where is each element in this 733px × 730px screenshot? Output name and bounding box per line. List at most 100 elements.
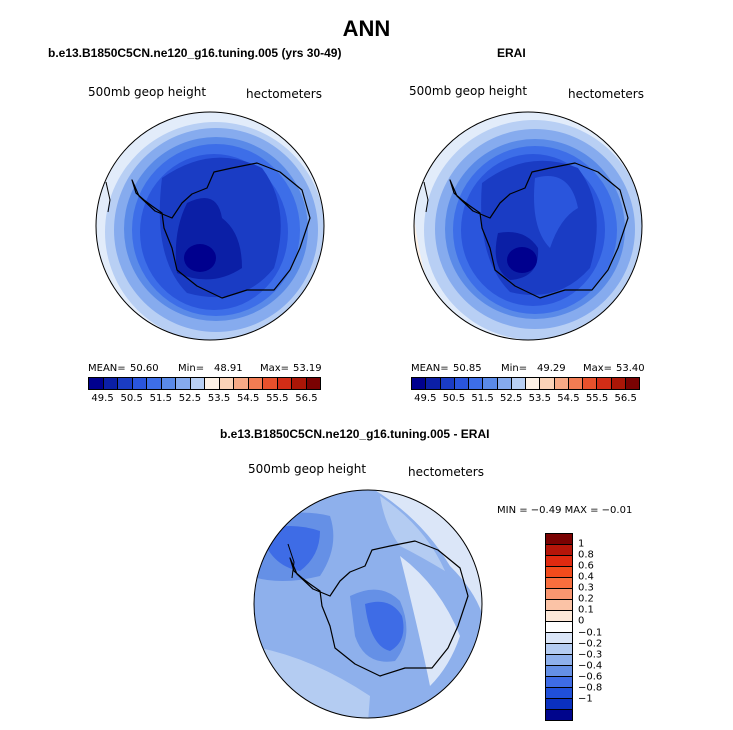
panel2-mean-label: MEAN=: [411, 363, 449, 374]
panel2-colorbar-swatch: [454, 378, 469, 389]
panel2-units-label: hectometers: [568, 87, 644, 101]
panel2-colorbar-swatch: [526, 378, 541, 389]
diff-colorbar-swatch: [546, 578, 572, 589]
panel1-variable-label: 500mb geop height: [88, 85, 207, 99]
panel1-colorbar-swatch: [263, 378, 278, 389]
panel2-min-label: Min=: [501, 363, 528, 374]
panel1-colorbar-swatch: [176, 378, 191, 389]
panel1-colorbar-swatch: [306, 378, 320, 389]
panel2-colorbar-swatch: [568, 378, 583, 389]
diff-colorbar-tick-label: −0.3: [578, 649, 603, 661]
diff-colorbar-tick-label: −0.4: [578, 660, 603, 672]
diff-colorbar-tick-label: 0.4: [578, 571, 594, 583]
panel1-max-value: 53.19: [293, 363, 322, 374]
diff-colorbar-swatch: [546, 589, 572, 600]
panel2-colorbar-tick-label: 55.5: [585, 393, 609, 404]
panel2-colorbar-tick-label: 50.5: [442, 393, 466, 404]
panel1-colorbar-tick-label: 52.5: [178, 393, 202, 404]
diff-units-label: hectometers: [408, 465, 484, 479]
diff-map: [253, 489, 483, 719]
diff-colorbar-swatch: [546, 534, 572, 545]
diff-colorbar-tick-label: −0.2: [578, 638, 603, 650]
panel1-min-label: Min=: [178, 363, 205, 374]
panel2-colorbar-swatch: [540, 378, 555, 389]
diff-colorbar-tick-label: 0.1: [578, 604, 594, 616]
diff-colorbar-tick-label: −0.1: [578, 627, 603, 639]
panel1-colorbar-tick-label: 51.5: [149, 393, 172, 404]
panel2-colorbar-swatch: [511, 378, 526, 389]
panel1-colorbar-tick-label: 49.5: [91, 393, 114, 404]
panel2-colorbar-swatch: [597, 378, 612, 389]
panel2-stats: MEAN= 50.85 Min= 49.29 Max= 53.40: [411, 363, 651, 375]
panel2-max-value: 53.40: [616, 363, 645, 374]
panel2-colorbar-swatch: [412, 378, 427, 389]
diff-colorbar-tick-label: 0: [578, 615, 585, 627]
panel1-colorbar-tick-label: 56.5: [295, 393, 318, 404]
panel1-colorbar-swatch: [219, 378, 234, 389]
panel2-colorbar-swatch: [497, 378, 512, 389]
panel1-colorbar-tick-label: 55.5: [266, 393, 289, 404]
panel1-title: b.e13.B1850C5CN.ne120_g16.tuning.005 (yr…: [48, 46, 342, 60]
panel1-mean-label: MEAN=: [88, 363, 126, 374]
diff-colorbar-tick-label: 1: [578, 538, 585, 550]
panel1-max-label: Max=: [260, 363, 290, 374]
diff-colorbar-swatch: [546, 688, 572, 699]
panel2-colorbar-swatch: [554, 378, 569, 389]
diff-colorbar-tick-label: −1: [578, 693, 593, 705]
panel1-colorbar-swatch: [234, 378, 249, 389]
panel1-colorbar-tick-label: 54.5: [237, 393, 260, 404]
panel1-colorbar-swatch: [277, 378, 292, 389]
diff-colorbar-swatch: [546, 633, 572, 644]
panel2-colorbar-swatch: [611, 378, 626, 389]
panel2-colorbar-ticks: 49.5 50.5 51.5 52.5 53.5 54.5 55.5 56.5: [411, 393, 640, 405]
diff-colorbar-tick-label: −0.6: [578, 671, 603, 683]
panel2-title: ERAI: [497, 46, 526, 60]
panel2-colorbar-swatch: [625, 378, 639, 389]
diff-colorbar-tick-label: 0.3: [578, 582, 594, 594]
panel2-colorbar-tick-label: 53.5: [528, 393, 551, 404]
diff-colorbar: [545, 533, 573, 721]
panel1-min-value: 48.91: [214, 363, 243, 374]
panel2-colorbar-swatch: [483, 378, 498, 389]
diff-colorbar-swatch: [546, 545, 572, 556]
panel1-colorbar-swatch: [147, 378, 162, 389]
panel1-colorbar-swatch: [292, 378, 307, 389]
diff-colorbar-swatch: [546, 677, 572, 688]
panel2-colorbar-tick-label: 51.5: [471, 393, 494, 404]
diff-colorbar-swatch: [546, 611, 572, 622]
panel2-variable-label: 500mb geop height: [409, 84, 528, 98]
diff-colorbar-swatch: [546, 710, 572, 720]
diff-colorbar-swatch: [546, 655, 572, 666]
diff-colorbar-swatch: [546, 644, 572, 655]
panel2-map: [413, 111, 643, 341]
panel2-min-value: 49.29: [537, 363, 566, 374]
diff-colorbar-tick-label: −0.8: [578, 682, 603, 694]
diff-colorbar-swatch: [546, 556, 572, 567]
panel2-colorbar-tick-label: 54.5: [557, 393, 580, 404]
panel2-colorbar-swatch: [583, 378, 598, 389]
panel1-colorbar-swatch: [118, 378, 133, 389]
panel1-colorbar-swatch: [103, 378, 118, 389]
diff-colorbar-swatch: [546, 567, 572, 578]
diff-colorbar-swatch: [546, 699, 572, 710]
diff-colorbar-swatch: [546, 600, 572, 611]
diff-colorbar-tick-label: 0.2: [578, 593, 594, 605]
diff-colorbar-swatch: [546, 622, 572, 633]
diff-title: b.e13.B1850C5CN.ne120_g16.tuning.005 - E…: [220, 427, 490, 441]
panel2-mean-value: 50.85: [453, 363, 482, 374]
page-title: ANN: [342, 16, 391, 41]
panel1-colorbar-swatch: [161, 378, 176, 389]
panel1-mean-value: 50.60: [130, 363, 159, 374]
panel2-colorbar-swatch: [426, 378, 441, 389]
diff-minmax: MIN = −0.49 MAX = −0.01: [497, 505, 633, 516]
panel2-colorbar-tick-label: 49.5: [414, 393, 437, 404]
diff-colorbar-tick-label: 0.8: [578, 549, 594, 561]
diff-variable-label: 500mb geop height: [248, 462, 367, 476]
panel1-stats: MEAN= 50.60 Min= 48.91 Max= 53.19: [88, 363, 328, 375]
panel2-colorbar-swatch: [469, 378, 484, 389]
diff-colorbar-swatch: [546, 666, 572, 677]
panel1-colorbar-ticks: 49.5 50.5 51.5 52.5 53.5 54.5 55.5 56.5: [88, 393, 321, 405]
panel1-colorbar: [88, 377, 321, 390]
panel2-max-label: Max=: [583, 363, 613, 374]
panel1-colorbar-swatch: [190, 378, 205, 389]
